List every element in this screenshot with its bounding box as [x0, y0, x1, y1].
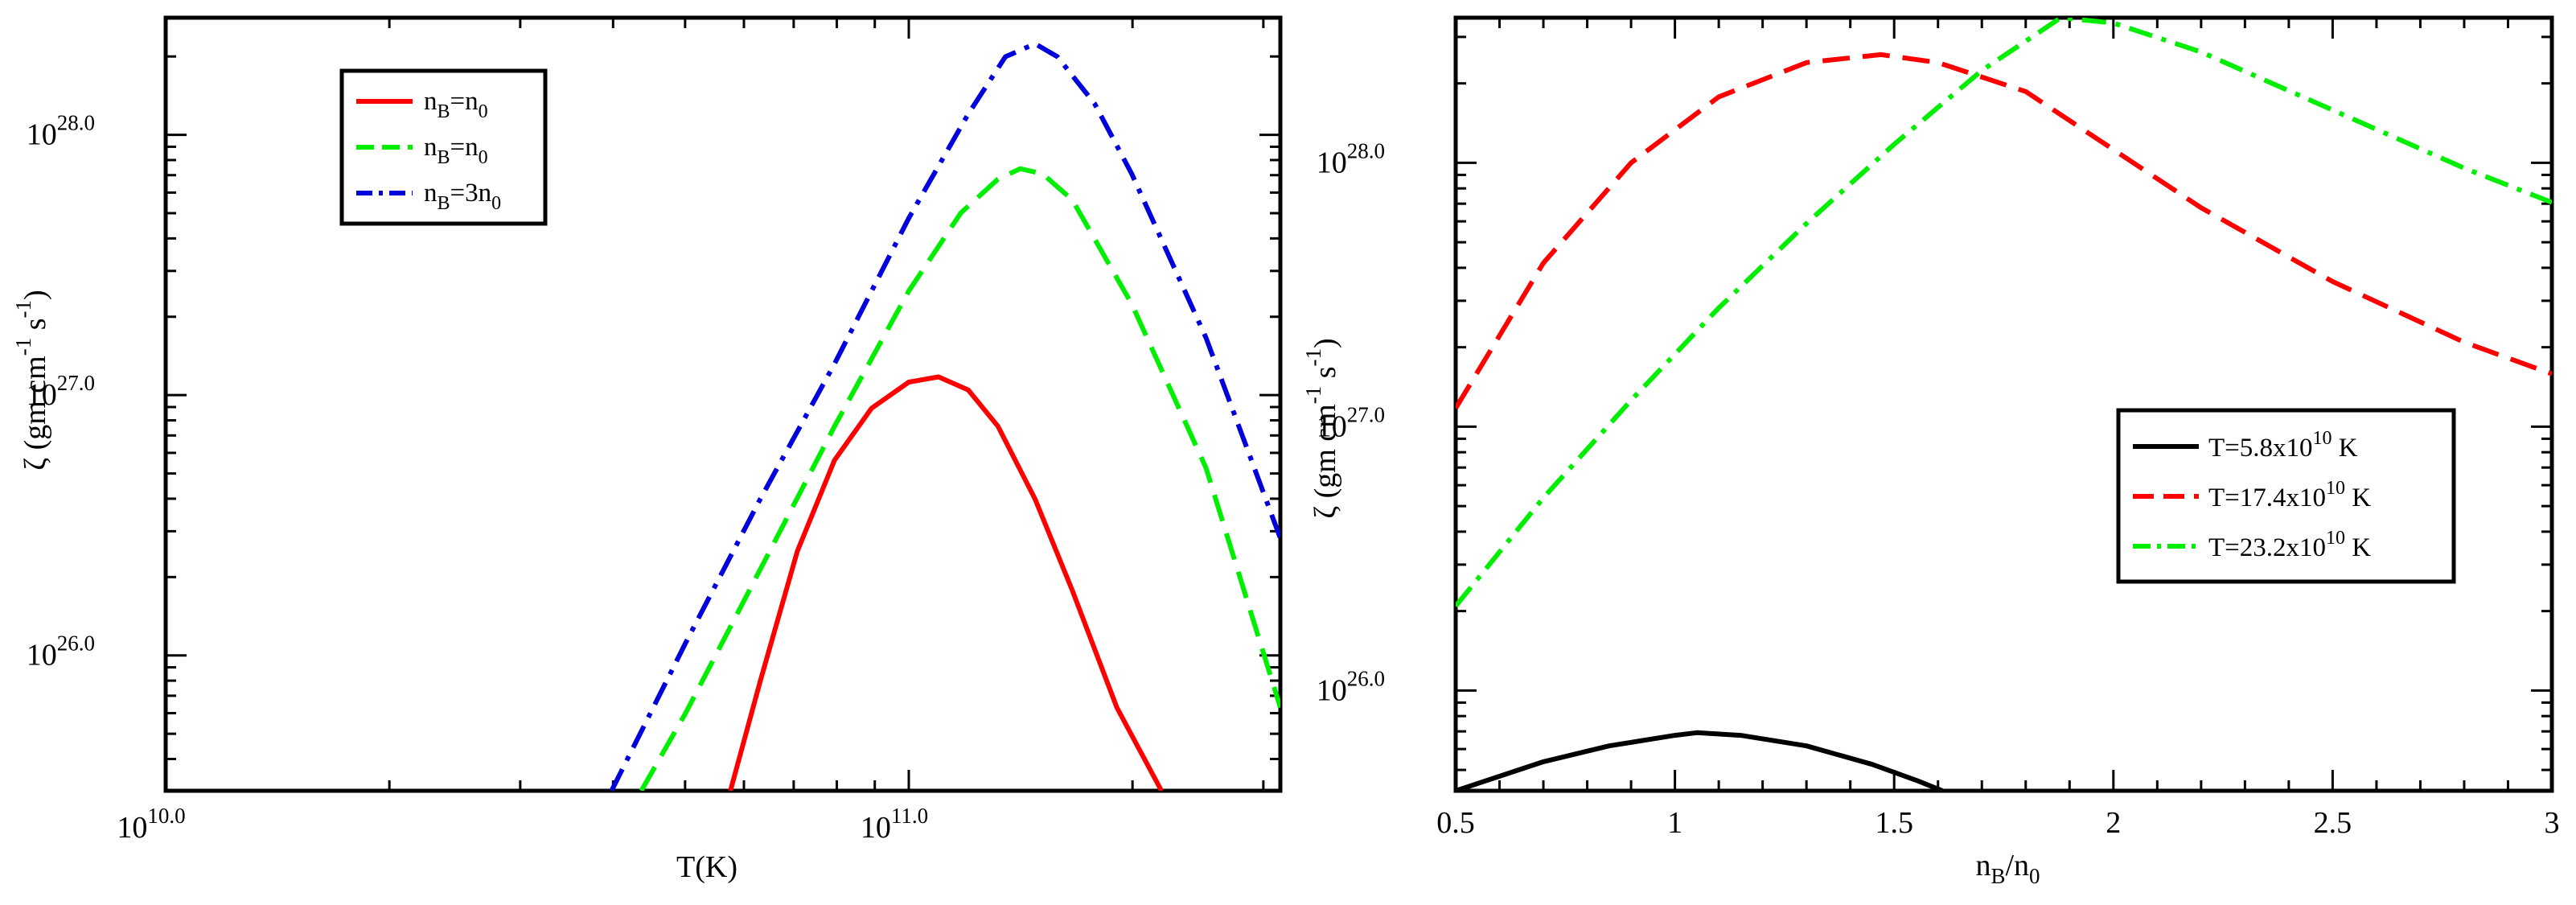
x-axis-label: T(K) — [676, 850, 737, 884]
y-tick-label: 1027.0 — [27, 371, 95, 412]
legend-label: T=5.8x1010 K — [2208, 428, 2358, 463]
chart-panel-1: 1010.0 1011.0 1026.0 1027.0 1028.0 T(K) ζ (gm … — [11, 15, 1283, 884]
legend-box — [339, 68, 548, 226]
x-tick-label: 0.5 — [1436, 806, 1475, 840]
y-tick-label: 1028.0 — [27, 111, 95, 152]
x-tick-label: 1010.0 — [117, 804, 185, 845]
y-tick-label: 1026.0 — [27, 631, 95, 673]
x-tick-label: 2.5 — [2314, 806, 2352, 840]
x-axis-label: nB/n0 — [1975, 849, 2040, 888]
series-line-2 — [1456, 51, 2552, 409]
x-tick-label: 1 — [1667, 806, 1682, 840]
legend-label: nB=n0 — [424, 133, 488, 168]
series-line-1 — [1456, 730, 1944, 791]
legend-label: nB=3n0 — [424, 179, 501, 214]
x-tick-label: 1011.0 — [861, 804, 928, 845]
series-line-2 — [639, 166, 1280, 791]
legend-label: T=17.4x1010 K — [2208, 478, 2371, 512]
series-line-1 — [728, 374, 1164, 791]
y-axis-label: ζ (gm cm-1 s-1) — [11, 290, 52, 470]
chart-panel-2: 0.5 1 1.5 2 2.5 3 1026.0 1027.0 1028.0 nB/n0 ζ (gm… — [1301, 15, 2560, 888]
y-tick-label: 1028.0 — [1317, 138, 1385, 179]
series-line-3 — [609, 41, 1280, 791]
x-tick-label: 1.5 — [1875, 806, 1913, 840]
x-tick-label: 2 — [2106, 806, 2121, 840]
x-tick-label: 3 — [2545, 806, 2560, 840]
plot-frame — [163, 15, 1283, 793]
legend-label: T=23.2x1010 K — [2208, 528, 2371, 562]
y-axis-label: ζ (gm cm-1 s-1) — [1301, 338, 1342, 518]
legend-label: nB=n0 — [424, 87, 488, 122]
y-tick-label: 1026.0 — [1317, 666, 1385, 707]
y-tick-label: 1027.0 — [1317, 402, 1385, 443]
legend: nB=n0 nB=n0 nB=3n0 — [339, 68, 548, 226]
legend: T=5.8x1010 K T=17.4x1010 K T=23.2x1010 K — [2116, 408, 2456, 584]
